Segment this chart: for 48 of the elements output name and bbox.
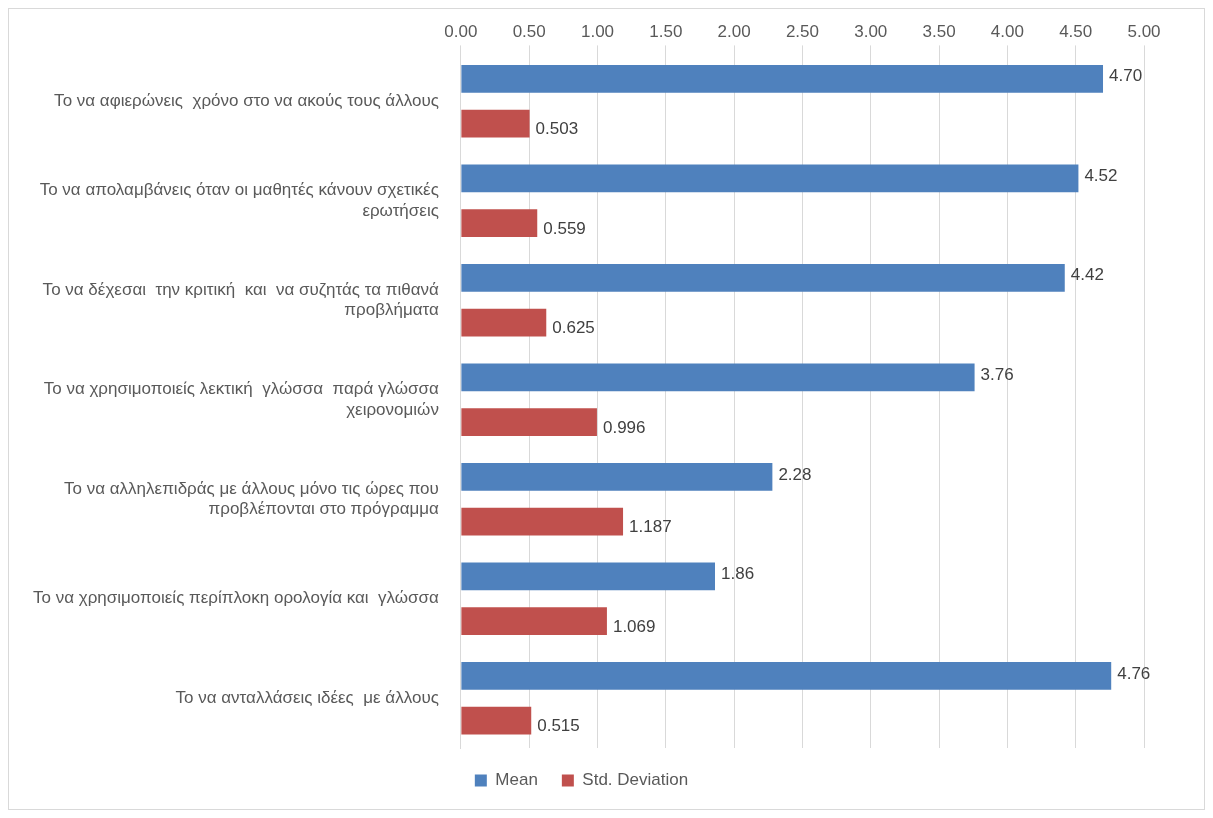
data-label: 4.52 — [1084, 165, 1118, 185]
bar — [461, 209, 538, 237]
y-tick-label: Το να χρησιμοποιείς περίπλοκη ορολογία και γλώσσα — [33, 588, 440, 608]
data-label: 4.76 — [1117, 663, 1151, 683]
legend-label: Std. Deviation — [582, 770, 689, 790]
x-tick-label: 0.00 — [444, 21, 478, 41]
bar — [461, 607, 607, 635]
y-tick-label: Το να απολαμβάνεις όταν οι μαθητές κάνουν σχετικές ερωτήσεις — [39, 180, 439, 220]
bar — [461, 64, 1104, 93]
data-label: 4.70 — [1109, 66, 1143, 86]
bar — [461, 363, 975, 392]
bar — [461, 462, 773, 491]
bar — [461, 263, 1065, 292]
data-label: 0.503 — [535, 119, 579, 139]
data-label: 2.28 — [778, 464, 812, 484]
data-label: 1.069 — [612, 616, 656, 636]
y-tick-label: Το να αφιερώνεις χρόνο στο να ακούς τους άλλους — [54, 90, 439, 110]
data-label: 0.996 — [602, 417, 646, 437]
y-tick-label: Το να ανταλλάσεις ιδέες με άλλους — [175, 687, 439, 707]
x-tick-label: 3.00 — [854, 21, 888, 41]
x-tick-label: 2.00 — [717, 21, 751, 41]
bar — [461, 408, 597, 436]
legend-label: Mean — [495, 770, 538, 790]
bar — [461, 109, 530, 138]
y-tick-label: Το να δέχεσαι την κριτική και να συζητάς τα πιθανά προβλήματα — [42, 279, 440, 320]
data-label: 3.76 — [980, 365, 1014, 384]
data-label: 0.559 — [543, 218, 586, 238]
y-tick-label: Το να αλληλεπιδράς με άλλους μόνο τις ώρες που προβλέπονται στο πρόγραμμα — [64, 478, 440, 519]
x-tick-label: 3.50 — [922, 21, 956, 41]
x-tick-label: 0.50 — [512, 21, 546, 41]
y-tick-label: Το να χρησιμοποιείς λεκτική γλώσσα παρά γλώσσα χειρονομιών — [43, 379, 440, 419]
x-tick-label: 4.50 — [1059, 21, 1093, 41]
x-tick-label: 1.00 — [580, 21, 615, 41]
x-tick-label: 4.00 — [990, 21, 1024, 41]
x-tick-label: 5.00 — [1127, 21, 1161, 41]
data-label: 1.187 — [629, 517, 672, 537]
bar — [461, 661, 1112, 690]
data-label: 4.42 — [1070, 265, 1104, 285]
bar — [461, 562, 715, 591]
bar — [461, 507, 624, 536]
bar — [461, 308, 547, 337]
bar — [461, 164, 1079, 193]
bar — [461, 706, 532, 735]
data-label: 0.515 — [537, 716, 580, 736]
data-label: 1.86 — [721, 564, 755, 584]
x-tick-label: 1.50 — [649, 21, 683, 41]
x-tick-label: 2.50 — [785, 21, 819, 41]
data-label: 0.625 — [552, 318, 595, 338]
